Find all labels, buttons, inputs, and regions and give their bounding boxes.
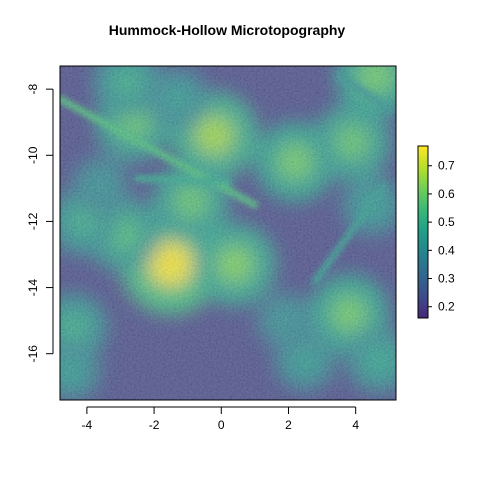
colorbar-tick-label: 0.5	[438, 215, 455, 229]
y-tick-label: -16	[26, 345, 40, 363]
colorbar-tick-label: 0.6	[438, 187, 455, 201]
raster-texture	[60, 66, 396, 400]
x-tick-label: 2	[285, 418, 292, 432]
x-tick-label: -2	[149, 418, 160, 432]
colorbar-tick-label: 0.7	[438, 159, 455, 173]
y-tick-label: -10	[26, 146, 40, 164]
chart-title: Hummock-Hollow Microtopography	[109, 22, 346, 38]
colorbar-tick-label: 0.4	[438, 243, 455, 257]
x-tick-label: 0	[218, 418, 225, 432]
y-tick-label: -12	[26, 212, 40, 230]
heatmap-raster	[60, 66, 396, 400]
x-tick-label: -4	[82, 418, 93, 432]
x-axis: -4 -2 0 2 4	[82, 406, 359, 432]
colorbar: 0.2 0.3 0.4 0.5 0.6 0.7	[417, 145, 455, 319]
colorbar-tick-label: 0.2	[438, 300, 455, 314]
colorbar-ramp	[417, 145, 429, 319]
y-axis: -8 -10 -12 -14 -16	[26, 83, 54, 363]
y-tick-label: -8	[26, 83, 40, 94]
x-tick-label: 4	[352, 418, 359, 432]
colorbar-tick-label: 0.3	[438, 272, 455, 286]
y-tick-label: -14	[26, 279, 40, 297]
plot-frame	[59, 65, 397, 401]
